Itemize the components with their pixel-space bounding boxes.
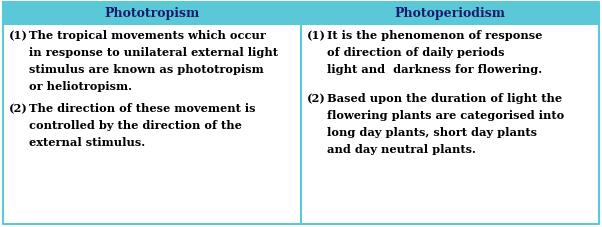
Text: The tropical movements which occur
in response to unilateral external light
stim: The tropical movements which occur in re… xyxy=(29,30,278,91)
Text: The direction of these movement is
controlled by the direction of the
external s: The direction of these movement is contr… xyxy=(29,103,255,147)
Text: Based upon the duration of light the
flowering plants are categorised into
long : Based upon the duration of light the flo… xyxy=(327,93,564,154)
Bar xyxy=(3,25,599,224)
Text: (1): (1) xyxy=(9,30,28,41)
Text: Phototropism: Phototropism xyxy=(104,7,200,20)
Text: (2): (2) xyxy=(9,103,28,114)
Text: (1): (1) xyxy=(307,30,326,41)
Text: Photoperiodism: Photoperiodism xyxy=(394,7,506,20)
Bar xyxy=(301,3,599,25)
Text: It is the phenomenon of response
of direction of daily periods
light and  darkne: It is the phenomenon of response of dire… xyxy=(327,30,542,74)
Text: (2): (2) xyxy=(307,93,326,104)
Bar xyxy=(3,3,301,25)
